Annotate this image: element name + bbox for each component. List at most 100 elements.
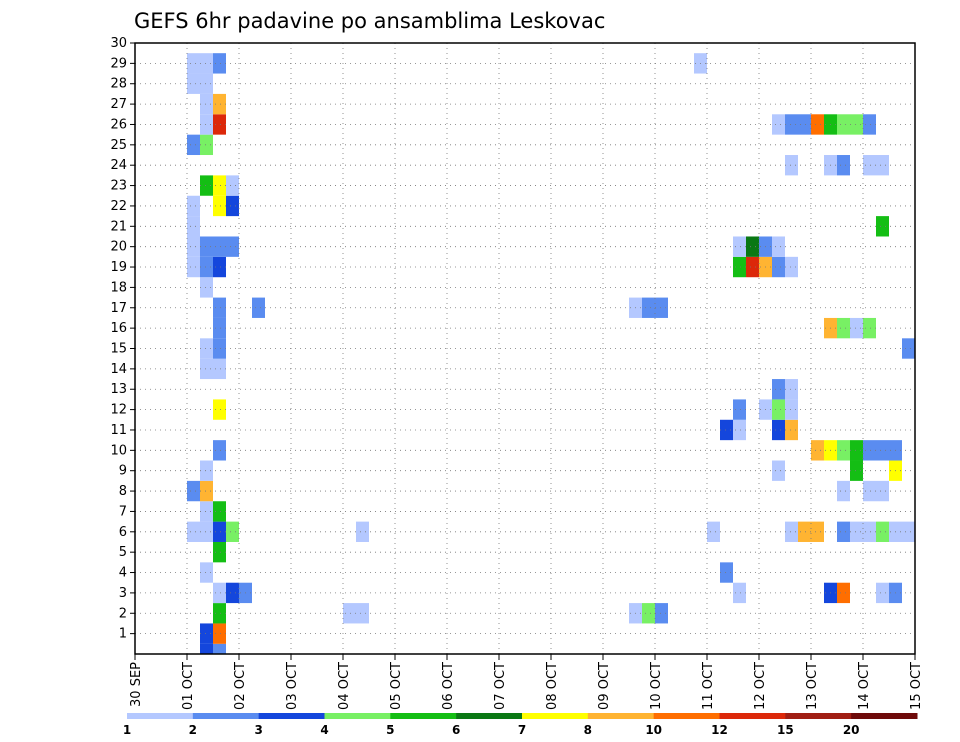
y-axis: 1234567891011121314151617181920212223242… xyxy=(110,36,135,642)
cell xyxy=(772,256,785,278)
cell xyxy=(213,440,226,461)
legend-swatch xyxy=(192,713,260,719)
cell xyxy=(226,582,239,604)
y-tick-label: 15 xyxy=(110,342,127,357)
y-tick-label: 9 xyxy=(119,464,127,479)
y-tick-label: 25 xyxy=(110,138,127,153)
cell xyxy=(837,521,850,542)
y-tick-label: 13 xyxy=(110,382,127,397)
cell xyxy=(213,195,226,217)
y-tick-label: 27 xyxy=(110,97,127,112)
x-tick-label: 03 OCT xyxy=(285,662,300,710)
cell xyxy=(213,541,226,563)
cell xyxy=(733,399,746,420)
cell xyxy=(837,155,850,176)
y-tick-label: 10 xyxy=(110,443,127,458)
cell xyxy=(785,399,798,420)
legend-swatch xyxy=(587,713,655,719)
y-tick-label: 23 xyxy=(110,179,127,194)
cell xyxy=(837,317,850,339)
cell xyxy=(720,419,733,441)
cell xyxy=(200,562,213,583)
cell xyxy=(226,175,239,196)
cell xyxy=(902,338,915,359)
cell xyxy=(733,582,746,604)
y-tick-label: 6 xyxy=(119,525,127,540)
cell xyxy=(213,399,226,420)
y-tick-label: 30 xyxy=(110,36,127,51)
cell xyxy=(252,297,265,318)
cell xyxy=(187,216,200,257)
cell xyxy=(213,297,226,318)
cell xyxy=(213,643,226,654)
legend-swatch xyxy=(522,713,589,719)
cell xyxy=(746,236,759,257)
y-tick-label: 14 xyxy=(110,362,127,377)
cell xyxy=(785,521,798,542)
cell xyxy=(850,440,863,461)
y-tick-label: 28 xyxy=(110,77,127,92)
legend-swatch xyxy=(456,713,523,719)
cell xyxy=(213,317,226,339)
cell xyxy=(733,256,746,278)
cell xyxy=(200,480,213,502)
cell xyxy=(876,521,889,542)
y-tick-label: 12 xyxy=(110,403,127,418)
legend-label: 3 xyxy=(254,723,262,737)
cell xyxy=(213,501,226,522)
cell xyxy=(811,440,824,461)
x-tick-label: 30 SEP xyxy=(129,662,144,707)
cell xyxy=(837,440,850,461)
y-tick-label: 7 xyxy=(119,504,127,519)
y-tick-label: 5 xyxy=(119,545,127,560)
cell xyxy=(837,582,850,604)
y-tick-label: 22 xyxy=(110,199,127,214)
x-tick-label: 01 OCT xyxy=(181,662,196,710)
legend-colorbar: 1 2 3 4 5 6 7 8 10 12 15 20 xyxy=(123,713,918,737)
cell xyxy=(876,216,889,237)
cell xyxy=(785,379,798,400)
cell xyxy=(200,256,213,278)
cell xyxy=(213,93,226,115)
legend-label: 4 xyxy=(320,723,328,737)
cell xyxy=(200,460,213,481)
cell xyxy=(720,562,733,583)
cell xyxy=(733,236,746,257)
x-tick-label: 05 OCT xyxy=(389,662,404,710)
legend-swatch xyxy=(653,713,720,719)
x-tick-label: 09 OCT xyxy=(597,662,612,710)
cell xyxy=(226,521,239,542)
cell xyxy=(200,338,213,359)
cell xyxy=(772,399,785,420)
x-tick-label: 08 OCT xyxy=(545,662,560,710)
cell xyxy=(772,236,785,257)
legend-label: 20 xyxy=(843,723,860,737)
y-tick-label: 29 xyxy=(110,56,127,71)
cell xyxy=(213,521,226,542)
legend-label: 5 xyxy=(386,723,394,737)
cell xyxy=(785,114,811,135)
cell xyxy=(213,582,226,604)
x-tick-label: 10 OCT xyxy=(649,662,664,710)
x-tick-label: 12 OCT xyxy=(753,662,768,710)
cell xyxy=(213,623,226,644)
cell xyxy=(200,175,213,196)
y-tick-label: 21 xyxy=(110,219,127,234)
cell xyxy=(187,480,200,502)
y-tick-label: 3 xyxy=(119,586,127,601)
y-tick-label: 11 xyxy=(110,423,127,438)
cell xyxy=(642,603,655,624)
y-tick-label: 4 xyxy=(119,566,127,581)
cell xyxy=(200,358,226,380)
cell xyxy=(785,419,798,441)
cell xyxy=(187,134,200,156)
cell xyxy=(213,114,226,135)
x-tick-label: 13 OCT xyxy=(805,662,820,710)
x-tick-label: 11 OCT xyxy=(701,662,716,710)
legend-label: 8 xyxy=(584,723,592,737)
cell xyxy=(226,195,239,217)
cell xyxy=(213,256,226,278)
y-tick-label: 17 xyxy=(110,301,127,316)
cell xyxy=(850,460,863,481)
y-tick-label: 19 xyxy=(110,260,127,275)
